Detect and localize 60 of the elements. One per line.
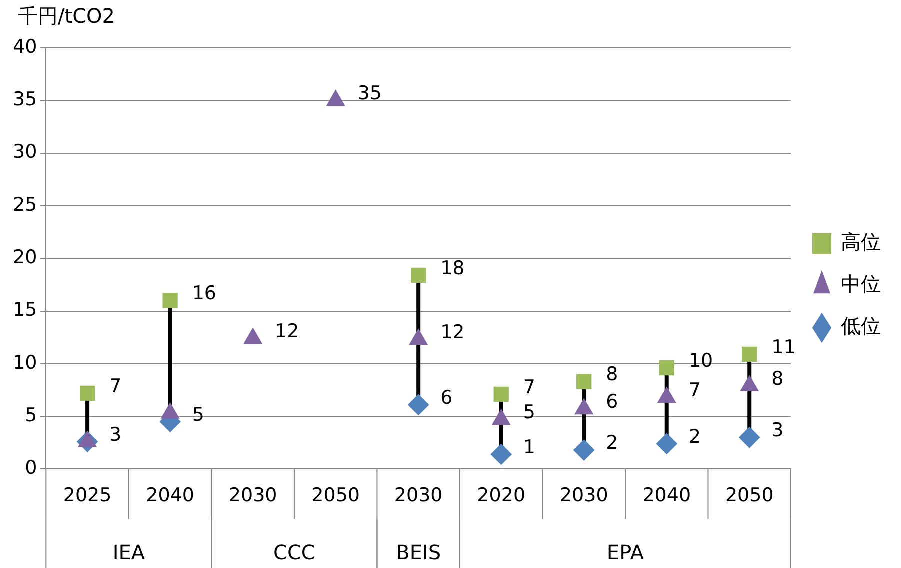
point [576, 374, 592, 390]
x-tick-label: 2030 [228, 484, 278, 507]
y-tick-label: 10 [12, 352, 38, 374]
text: EPA [606, 540, 644, 564]
data-label: 2 [688, 426, 701, 448]
text: BEIS [396, 540, 442, 564]
legend-label: 高位 [841, 230, 881, 254]
data-label: 12 [440, 322, 465, 344]
y-tick-label: 30 [12, 141, 38, 164]
data-label: 1 [523, 436, 536, 458]
data-label: 7 [688, 380, 701, 402]
point [739, 427, 760, 448]
x-tick-label: 2030 [394, 484, 443, 507]
data-label: 12 [275, 320, 300, 343]
point [408, 394, 430, 416]
data-label: 8 [606, 364, 618, 386]
legend-label: 中位 [841, 272, 881, 296]
point [656, 433, 678, 454]
point [494, 386, 509, 402]
point [326, 90, 345, 106]
data-label: 5 [523, 402, 536, 424]
data-label: 5 [192, 404, 204, 426]
point [659, 360, 674, 376]
y-tick-label: 0 [25, 457, 38, 480]
text: IEA [112, 540, 146, 564]
y-tick-label: 5 [25, 404, 38, 426]
point [742, 346, 758, 362]
x-tick-label: 2025 [63, 484, 112, 507]
x-tick-label: 2040 [146, 484, 194, 507]
x-tick-label: 2020 [477, 484, 526, 507]
data-label: 16 [192, 282, 216, 305]
data-label: 6 [440, 386, 453, 409]
data-label: 7 [110, 375, 122, 398]
data-label: 6 [606, 391, 618, 414]
point [411, 268, 426, 284]
data-label: 2 [606, 432, 618, 454]
data-label: 11 [772, 336, 796, 358]
data-label: 10 [688, 350, 714, 372]
data-label: 8 [772, 368, 784, 390]
point [574, 440, 595, 461]
x-tick-label: 2050 [312, 484, 360, 507]
data-label: 3 [772, 420, 784, 442]
y-tick-label: 35 [12, 88, 38, 111]
legend-label: 低位 [841, 314, 881, 338]
data-label: 35 [358, 82, 382, 105]
x-tick-label: 2040 [642, 484, 692, 507]
point [490, 444, 512, 465]
data-label: 18 [440, 257, 465, 280]
point [80, 386, 96, 401]
y-tick-label: 40 [12, 36, 38, 58]
data-label: 7 [523, 376, 536, 398]
data-label: 3 [110, 424, 122, 446]
y-tick-label: 20 [12, 246, 38, 269]
text: CCC [274, 540, 316, 564]
y-tick-label: 15 [12, 299, 38, 322]
y-tick-label: 25 [12, 194, 38, 216]
y-axis-title: 千円/tCO2 [18, 4, 116, 28]
point [162, 293, 178, 308]
x-tick-label: 2030 [560, 484, 608, 507]
x-tick-label: 2050 [725, 484, 774, 507]
